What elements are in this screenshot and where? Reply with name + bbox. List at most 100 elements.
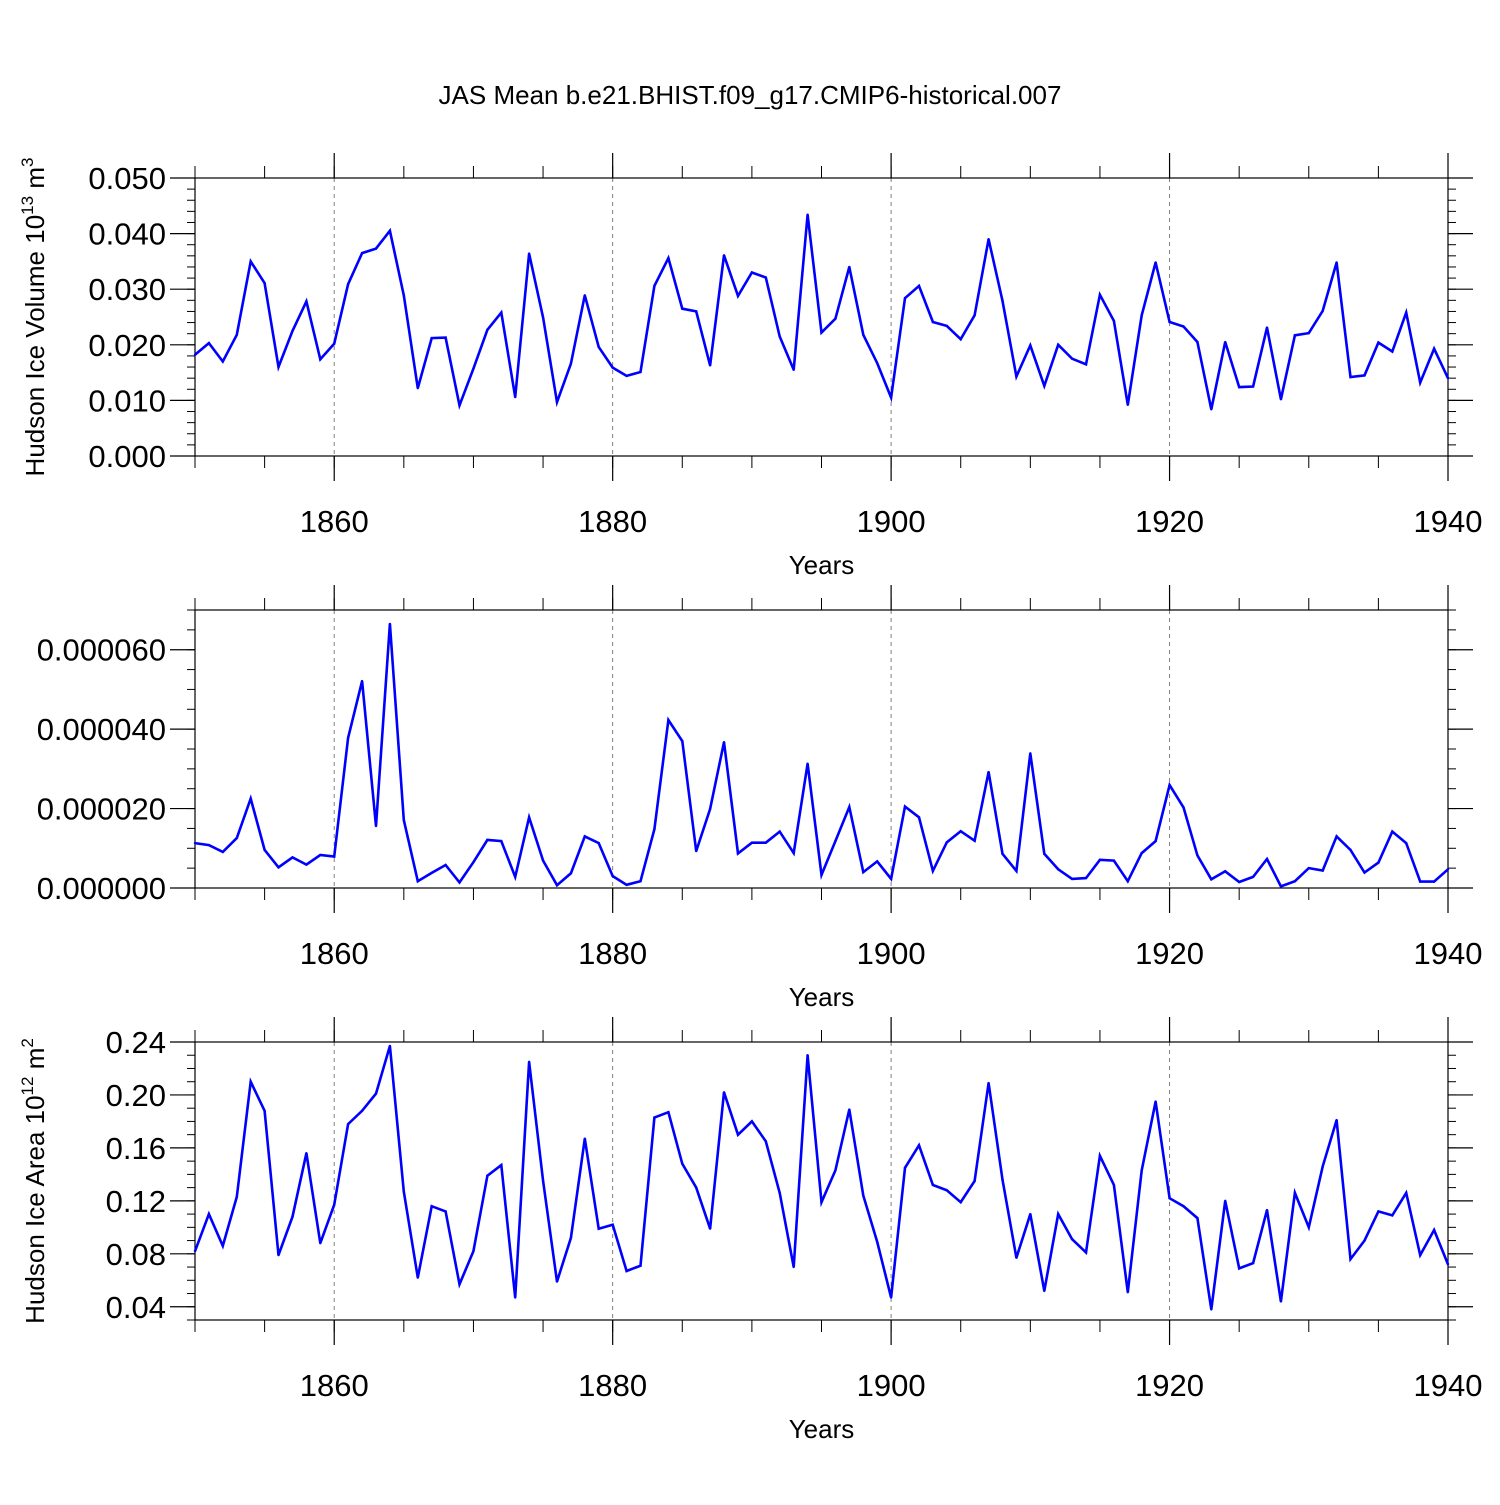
data-point	[388, 1044, 392, 1048]
data-point	[444, 863, 447, 867]
data-point	[374, 1092, 378, 1095]
data-point	[1168, 1197, 1171, 1200]
data-point	[597, 1227, 600, 1230]
data-point	[1321, 869, 1324, 872]
data-point	[444, 1210, 447, 1213]
data-point	[388, 622, 392, 626]
data-point	[1293, 1191, 1297, 1195]
data-point	[416, 1276, 419, 1279]
data-point	[1140, 1169, 1143, 1172]
data-point	[346, 736, 350, 740]
y-tick-label: 0.000060	[37, 633, 166, 668]
data-point	[1210, 408, 1213, 411]
data-point	[1098, 1154, 1102, 1158]
plot-frame	[194, 177, 1449, 457]
data-point	[834, 1169, 837, 1172]
y-tick-label: 0.20	[106, 1078, 166, 1113]
data-point	[1126, 1291, 1129, 1294]
data-point	[555, 400, 559, 404]
data-point	[862, 333, 865, 336]
x-tick-label: 1860	[300, 1368, 369, 1403]
data-point	[1251, 385, 1255, 388]
data-point	[430, 1204, 433, 1208]
data-point	[639, 370, 642, 374]
data-point	[1237, 385, 1241, 389]
data-point	[235, 333, 238, 336]
data-point	[875, 860, 879, 863]
data-point	[695, 849, 698, 853]
data-point	[1432, 347, 1436, 350]
data-point	[945, 324, 948, 328]
y-tick-label: 0.050	[88, 161, 166, 196]
data-point	[806, 762, 809, 765]
data-point	[597, 345, 600, 349]
data-point	[458, 881, 461, 884]
y-axis-title-superscript: 2	[18, 1038, 37, 1047]
y-tick-label: 0.000	[88, 439, 166, 474]
data-point	[430, 336, 433, 340]
data-point	[820, 1200, 823, 1204]
y-axis-title: Hudson Ice Volume 1013 m3	[18, 158, 50, 477]
data-point	[1307, 331, 1310, 335]
data-point	[834, 839, 837, 843]
data-point	[778, 830, 781, 833]
data-point	[889, 877, 893, 881]
data-point	[1265, 1208, 1269, 1212]
y-tick-label: 0.000000	[37, 871, 166, 906]
data-point	[1001, 299, 1004, 303]
y-tick-label: 0.08	[106, 1237, 166, 1272]
y-tick-label: 0.16	[106, 1131, 166, 1166]
data-point	[1335, 1118, 1338, 1122]
data-point	[1084, 1251, 1088, 1254]
data-point	[1154, 839, 1157, 843]
data-point	[778, 1191, 781, 1195]
x-tick-label: 1920	[1135, 1368, 1204, 1403]
data-point	[862, 870, 865, 874]
data-point	[848, 265, 851, 269]
data-point	[1140, 851, 1143, 855]
data-point	[708, 364, 712, 367]
data-point	[722, 741, 726, 744]
data-point	[500, 311, 503, 314]
data-point	[903, 805, 907, 808]
data-point	[639, 880, 642, 883]
data-point	[722, 254, 726, 257]
data-point	[1349, 848, 1352, 852]
data-point	[653, 284, 656, 288]
data-point	[708, 1227, 712, 1230]
data-point	[792, 851, 795, 855]
data-point	[959, 1200, 962, 1204]
data-point	[1154, 261, 1157, 264]
data-point	[221, 360, 225, 363]
data-point	[987, 237, 990, 241]
data-point	[1196, 1216, 1199, 1220]
panel-ice-volume: 0.000 0.010 0.020 0.030 0.040 0.050 1860 1880 19…	[18, 153, 1482, 580]
data-point	[221, 1244, 225, 1248]
y-tick-label: 0.000040	[37, 712, 166, 747]
data-point	[430, 871, 433, 875]
data-point	[973, 1179, 976, 1183]
data-point	[1224, 870, 1227, 873]
data-point	[277, 365, 280, 369]
x-axis-title: Years	[789, 982, 855, 1012]
data-point	[1056, 1212, 1060, 1216]
data-point	[305, 1152, 308, 1155]
data-point	[1335, 835, 1338, 838]
data-point	[1363, 374, 1366, 377]
y-tick-label: 0.04	[106, 1290, 166, 1325]
data-point	[249, 1080, 252, 1083]
data-point	[667, 718, 670, 722]
data-point	[1377, 1210, 1380, 1213]
data-point	[1210, 1308, 1213, 1311]
data-point	[1015, 1256, 1018, 1259]
data-point	[681, 1162, 684, 1165]
data-point	[1321, 309, 1324, 313]
data-point	[1056, 343, 1060, 346]
data-point	[1029, 1212, 1032, 1216]
data-point	[249, 260, 252, 263]
y-tick-label: 0.020	[88, 328, 166, 363]
data-point	[889, 1296, 893, 1299]
data-point	[1154, 1100, 1157, 1103]
data-point	[1098, 858, 1102, 862]
